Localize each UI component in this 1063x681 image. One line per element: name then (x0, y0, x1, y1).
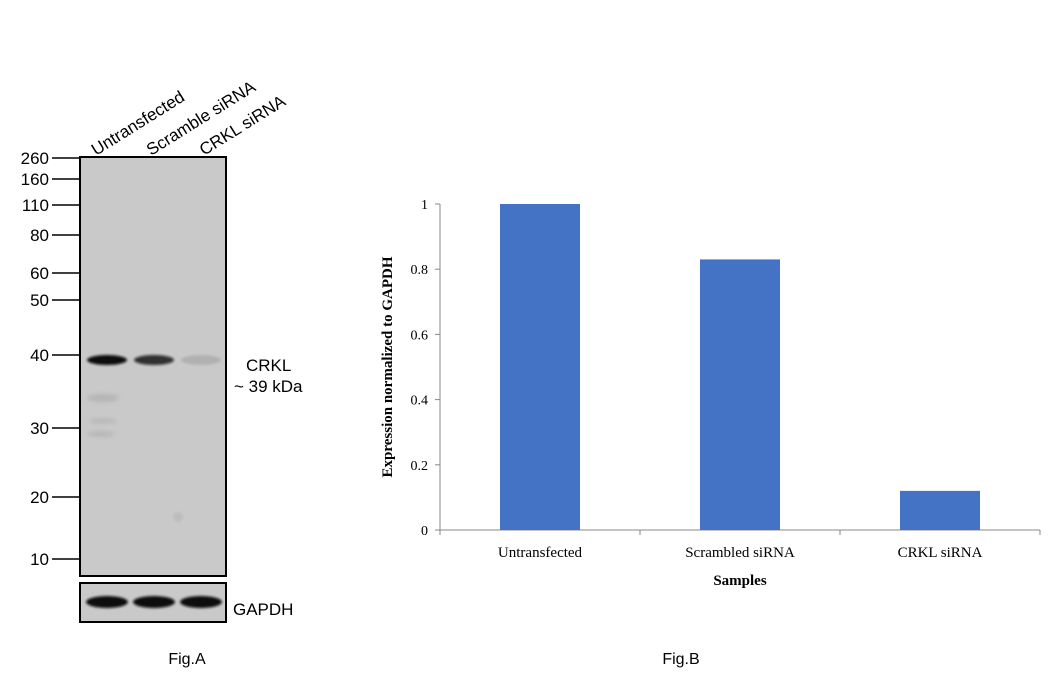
mw-markers: 260 160 110 80 60 50 40 30 20 10 (21, 149, 80, 569)
x-tick-label: Scrambled siRNA (685, 545, 795, 561)
crkl-band (134, 355, 174, 365)
y-tick-label: 1 (421, 198, 428, 213)
blot-smudge (87, 431, 115, 437)
crkl-band-label: CRKL (246, 356, 291, 375)
y-tick-label: 0.4 (411, 394, 429, 409)
bar-chart-panel: 0 0.2 0.4 0.6 0.8 1 Untransfected Scrambled si… (380, 198, 1041, 668)
blot-smudge (87, 394, 119, 402)
mw-marker-label: 80 (30, 226, 49, 245)
crkl-band (87, 355, 127, 365)
chart-bars (500, 204, 980, 530)
y-tick-label: 0.8 (411, 263, 429, 278)
figure-b-caption: Fig.B (662, 651, 699, 668)
gapdh-band (133, 596, 175, 608)
chart-y-ticks: 0 0.2 0.4 0.6 0.8 1 (411, 198, 440, 539)
chart-x-axis-title: Samples (713, 573, 767, 589)
crkl-size-label: ~ 39 kDa (234, 377, 303, 396)
chart-y-axis-title: Expression normalized to GAPDH (380, 256, 396, 477)
bar (700, 259, 780, 530)
blot-smudge (173, 512, 183, 522)
mw-marker-label: 160 (21, 170, 49, 189)
mw-marker-label: 20 (30, 488, 49, 507)
x-tick-label: CRKL siRNA (898, 545, 983, 561)
mw-marker-label: 60 (30, 264, 49, 283)
bar (900, 490, 980, 530)
blot-smudge (89, 418, 117, 424)
gapdh-label: GAPDH (233, 600, 293, 619)
crkl-bands (87, 355, 221, 365)
gapdh-band (180, 596, 222, 608)
crkl-band (181, 355, 221, 365)
x-tick-label: Untransfected (498, 545, 583, 561)
figure-a-caption: Fig.A (168, 651, 206, 668)
lane-label: Untransfected (88, 87, 188, 159)
y-tick-label: 0.2 (411, 459, 429, 474)
mw-marker-label: 30 (30, 419, 49, 438)
mw-marker-label: 110 (22, 196, 49, 215)
y-tick-label: 0.6 (411, 328, 429, 343)
bar (500, 204, 580, 530)
mw-marker-label: 50 (30, 291, 49, 310)
blot-membrane (79, 156, 227, 577)
gapdh-bands (86, 596, 222, 608)
mw-marker-label: 40 (30, 346, 49, 365)
mw-marker-label: 260 (21, 149, 49, 168)
mw-marker-label: 10 (30, 550, 49, 569)
y-tick-label: 0 (421, 524, 428, 539)
gapdh-band (86, 596, 128, 608)
chart-x-ticks: Untransfected Scrambled siRNA CRKL siRNA (439, 530, 1041, 561)
